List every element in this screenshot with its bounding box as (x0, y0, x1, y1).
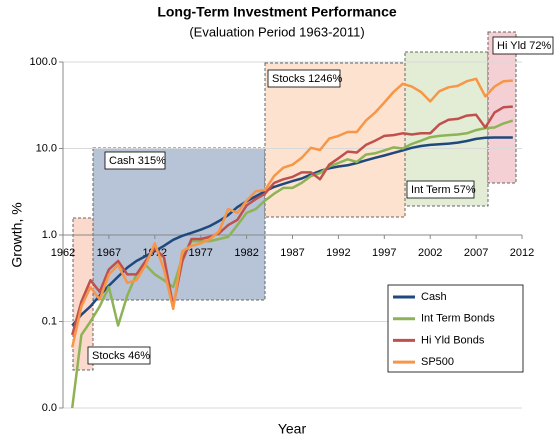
annotation: Int Term 57% (411, 184, 476, 196)
period-box (264, 62, 406, 218)
annotation-labels: Stocks 46% Cash 315% Stocks 1246% Int Te… (87, 36, 554, 365)
x-tick-label: 1967 (97, 247, 121, 259)
y-tick-label: 1.0 (42, 229, 57, 241)
y-tick-label: 0.0 (42, 402, 57, 414)
y-tick-label: 10.0 (36, 142, 57, 154)
annotation: Cash 315% (109, 155, 166, 167)
annotation-box (267, 69, 341, 88)
y-tick-label: 0.1 (42, 315, 57, 327)
x-tick-label: 1997 (372, 247, 396, 259)
legend (387, 284, 524, 373)
x-axis-title: Year (278, 421, 307, 437)
y-axis-title: Growth, % (9, 202, 25, 267)
annotation: Stocks 46% (92, 350, 150, 362)
x-tick-label: 1987 (280, 247, 304, 259)
legend-label: Hi Yld Bonds (421, 334, 485, 346)
series-line (71, 136, 513, 327)
legend-entries: Cash Int Term Bonds Hi Yld Bonds SP500 (393, 291, 495, 368)
series-line (70, 105, 513, 336)
x-tick-label: 2007 (464, 247, 488, 259)
chart-title: Long-Term Investment Performance (157, 4, 397, 20)
x-tick-label: 2002 (418, 247, 442, 259)
annotation-box (87, 346, 151, 365)
annotation-box (104, 151, 166, 170)
period-boxes (72, 31, 517, 371)
legend-label: Cash (421, 291, 447, 303)
x-tick-label: 1977 (188, 247, 212, 259)
annotation: Stocks 1246% (272, 73, 343, 85)
annotation-box (492, 36, 554, 55)
x-tick-label: 1992 (326, 247, 350, 259)
x-tick-label: 1982 (234, 247, 258, 259)
x-tick-label: 2012 (510, 247, 534, 259)
series-line (70, 77, 513, 348)
x-tick-label: 1962 (51, 247, 75, 259)
chart-subtitle: (Evaluation Period 1963-2011) (189, 24, 364, 39)
annotation-box (406, 180, 475, 199)
legend-label: Int Term Bonds (421, 313, 495, 325)
period-box (404, 51, 489, 207)
y-tick-label: 100.0 (29, 56, 57, 68)
legend-label: SP500 (421, 356, 454, 368)
annotation: Hi Yld 72% (497, 40, 551, 52)
